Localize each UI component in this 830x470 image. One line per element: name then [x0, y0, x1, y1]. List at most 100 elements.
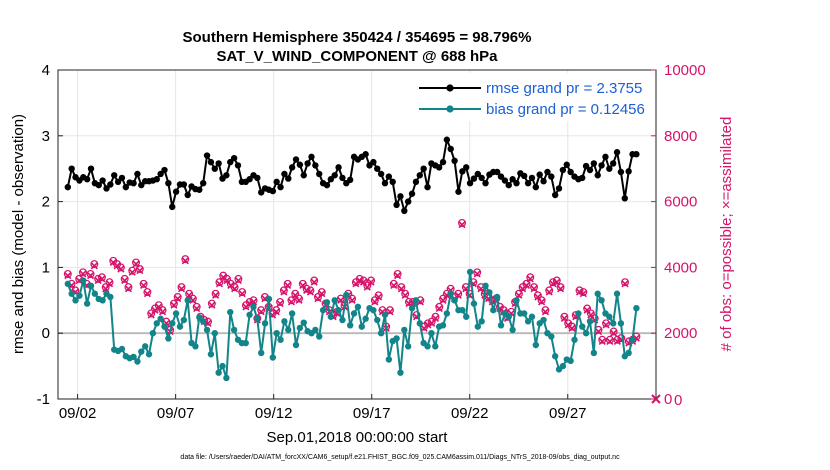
bias-point-131: [571, 336, 578, 343]
obs-possible-point-9: [97, 273, 106, 282]
rmse-point-37: [207, 158, 215, 166]
bias-point-35: [199, 318, 207, 325]
obs-assimilated-point-127: [545, 288, 553, 296]
obs-assimilated-point-138: [587, 311, 595, 319]
obs-assimilated-point-51: [257, 308, 265, 316]
obs-possible-point-137: [583, 304, 592, 313]
bias-point-125: [548, 333, 555, 340]
y-right-tick-label-2: 4000: [664, 259, 697, 276]
rmse-point-105: [470, 175, 478, 182]
rmse-point-104: [466, 179, 474, 187]
bias-point-141: [609, 320, 617, 327]
obs-assimilated-point-135: [575, 288, 584, 296]
obs-assimilated-point-44: [231, 285, 239, 293]
legend-bias-marker: [446, 105, 454, 113]
obs-possible-point-144: [609, 327, 618, 336]
rmse-point-101: [455, 188, 462, 195]
rmse-point-111: [493, 168, 501, 176]
bias-point-81: [377, 330, 385, 337]
obs-zero-annotation: 0: [674, 392, 682, 409]
bias-point-23: [153, 320, 160, 327]
bias-point-61: [300, 319, 307, 326]
rmse-point-57: [285, 175, 292, 182]
obs-possible-point-42: [223, 274, 232, 283]
obs-possible-point-146: [617, 334, 626, 343]
rmse-point-136: [590, 160, 598, 167]
rmse-point-30: [180, 181, 188, 188]
rmse-point-36: [203, 152, 211, 159]
bias-point-112: [497, 322, 505, 329]
obs-possible-point-20: [139, 279, 148, 288]
rmse-point-62: [304, 160, 311, 167]
obs-possible-point-104: [458, 218, 467, 227]
obs-possible-point-139: [590, 314, 599, 323]
bias-point-145: [625, 349, 632, 357]
rmse-point-63: [308, 153, 315, 161]
obs-possible-point-67: [317, 288, 326, 297]
bias-point-34: [196, 314, 203, 321]
obs-assimilated-point-86: [390, 281, 398, 290]
obs-possible-point-56: [276, 297, 285, 306]
obs-assimilated-point-28: [170, 301, 178, 309]
x-axis-ticks: 09/02 09/07 09/12 09/17 09/22 09/27: [59, 394, 587, 422]
rmse-point-17: [130, 179, 137, 187]
obs-assimilated-point-19: [136, 267, 144, 275]
bias-point-51: [261, 320, 269, 327]
obs-assimilated-point-136: [579, 290, 587, 298]
obs-possible-point-25: [158, 306, 167, 315]
rmse-point-61: [300, 172, 307, 179]
obs-possible-point-142: [602, 319, 611, 328]
obs-possible-point-103: [454, 289, 463, 298]
bias-point-21: [145, 351, 153, 358]
obs-possible-point-141: [598, 335, 607, 344]
y-right-tick-label-1: 2000: [664, 325, 697, 342]
obs-assimilated-point-99: [439, 296, 447, 304]
bias-point-40: [219, 362, 226, 370]
bias-point-80: [374, 316, 381, 324]
obs-assimilated-point-38: [208, 301, 216, 309]
obs-assimilated-point-145: [613, 337, 622, 345]
rmse-point-127: [555, 185, 563, 192]
rmse-point-126: [551, 191, 559, 199]
bias-point-47: [246, 311, 253, 318]
rmse-point-121: [532, 183, 540, 191]
rmse-point-15: [122, 183, 130, 191]
bias-point-74: [350, 310, 358, 317]
bias-point-14: [118, 345, 126, 353]
rmse-point-70: [335, 164, 342, 171]
y-tick-label-3: 2: [42, 194, 50, 211]
obs-possible-point-135: [575, 286, 584, 295]
obs-possible-point-51: [257, 306, 266, 315]
bias-point-31: [184, 297, 191, 304]
x-tick-label-0: 09/02: [59, 405, 97, 422]
bias-point-70: [335, 306, 342, 314]
rmse-point-44: [234, 162, 242, 169]
bias-point-147: [633, 304, 640, 312]
obs-possible-point-60: [291, 289, 300, 298]
obs-assimilated-point-7: [90, 262, 98, 270]
rmse-point-14: [118, 174, 126, 182]
obs-possible-point-11: [105, 278, 114, 287]
obs-assimilated-point-29: [174, 295, 182, 303]
bias-point-11: [107, 293, 114, 301]
obs-assimilated-point-128: [549, 280, 557, 288]
obs-possible-point-16: [124, 283, 133, 292]
bias-point-93: [424, 343, 431, 350]
rmse-point-35: [199, 179, 207, 187]
obs-assimilated-point-131: [560, 314, 568, 322]
bias-point-69: [331, 297, 338, 304]
rmse-point-86: [397, 193, 404, 200]
obs-assimilated-point-9: [98, 275, 106, 283]
rmse-point-103: [463, 164, 470, 171]
obs-possible-point-130: [556, 283, 565, 292]
rmse-point-108: [482, 179, 489, 187]
obs-assimilated-point-97: [431, 314, 440, 322]
y-tick-label-1: 0: [42, 325, 50, 342]
rmse-point-59: [292, 156, 300, 163]
obs-assimilated-point-88: [397, 285, 405, 293]
rmse-point-80: [374, 165, 381, 172]
obs-possible-point-14: [116, 263, 125, 272]
bias-point-118: [521, 310, 528, 317]
obs-possible-point-126: [541, 306, 550, 315]
